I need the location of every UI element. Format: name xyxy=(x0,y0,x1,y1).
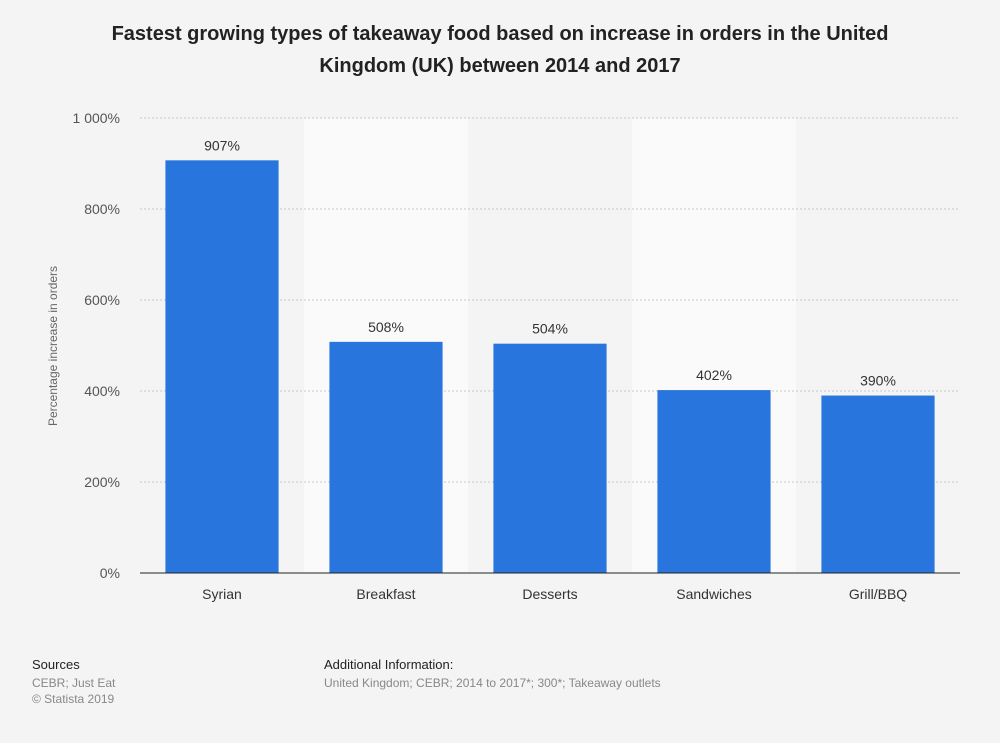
y-tick-label-3: 600% xyxy=(84,292,120,308)
chart-title-line-2: Kingdom (UK) between 2014 and 2017 xyxy=(319,55,681,77)
data-label-0: 907% xyxy=(204,137,240,153)
x-tick-label-1: Breakfast xyxy=(356,586,415,602)
y-tick-label-2: 400% xyxy=(84,383,120,399)
bar-desserts xyxy=(493,343,607,573)
y-tick-label-0: 0% xyxy=(100,565,120,581)
bar-breakfast xyxy=(329,341,443,573)
data-label-2: 504% xyxy=(532,321,568,337)
bar-sandwiches xyxy=(657,390,771,573)
bar-grill-bbq xyxy=(821,395,935,573)
chart-title-line-1: Fastest growing types of takeaway food b… xyxy=(111,23,889,45)
data-label-3: 402% xyxy=(696,367,732,383)
sources-line-2: © Statista 2019 xyxy=(32,692,115,706)
x-tick-label-3: Sandwiches xyxy=(676,586,752,602)
y-tick-label-5: 1 000% xyxy=(73,110,120,126)
bar-syrian xyxy=(165,160,279,573)
x-axis-ticks: Syrian Breakfast Desserts Sandwiches Grill/B… xyxy=(202,586,907,602)
y-axis-ticks: 0% 200% 400% 600% 800% 1 000% xyxy=(73,110,120,581)
additional-info-text: United Kingdom; CEBR; 2014 to 2017*; 300… xyxy=(324,676,661,690)
sources-heading: Sources xyxy=(32,657,80,672)
additional-info-heading: Additional Information: xyxy=(324,657,454,672)
x-tick-label-4: Grill/BBQ xyxy=(849,586,907,602)
x-tick-label-2: Desserts xyxy=(522,586,577,602)
data-label-4: 390% xyxy=(860,373,896,389)
bars xyxy=(165,160,935,573)
y-tick-label-1: 200% xyxy=(84,474,120,490)
sources-line-1: CEBR; Just Eat xyxy=(32,676,116,690)
y-axis-title: Percentage increase in orders xyxy=(46,266,60,426)
y-tick-label-4: 800% xyxy=(84,201,120,217)
x-tick-label-0: Syrian xyxy=(202,586,242,602)
data-labels: 907% 508% 504% 402% 390% xyxy=(204,137,896,388)
data-label-1: 508% xyxy=(368,319,404,335)
